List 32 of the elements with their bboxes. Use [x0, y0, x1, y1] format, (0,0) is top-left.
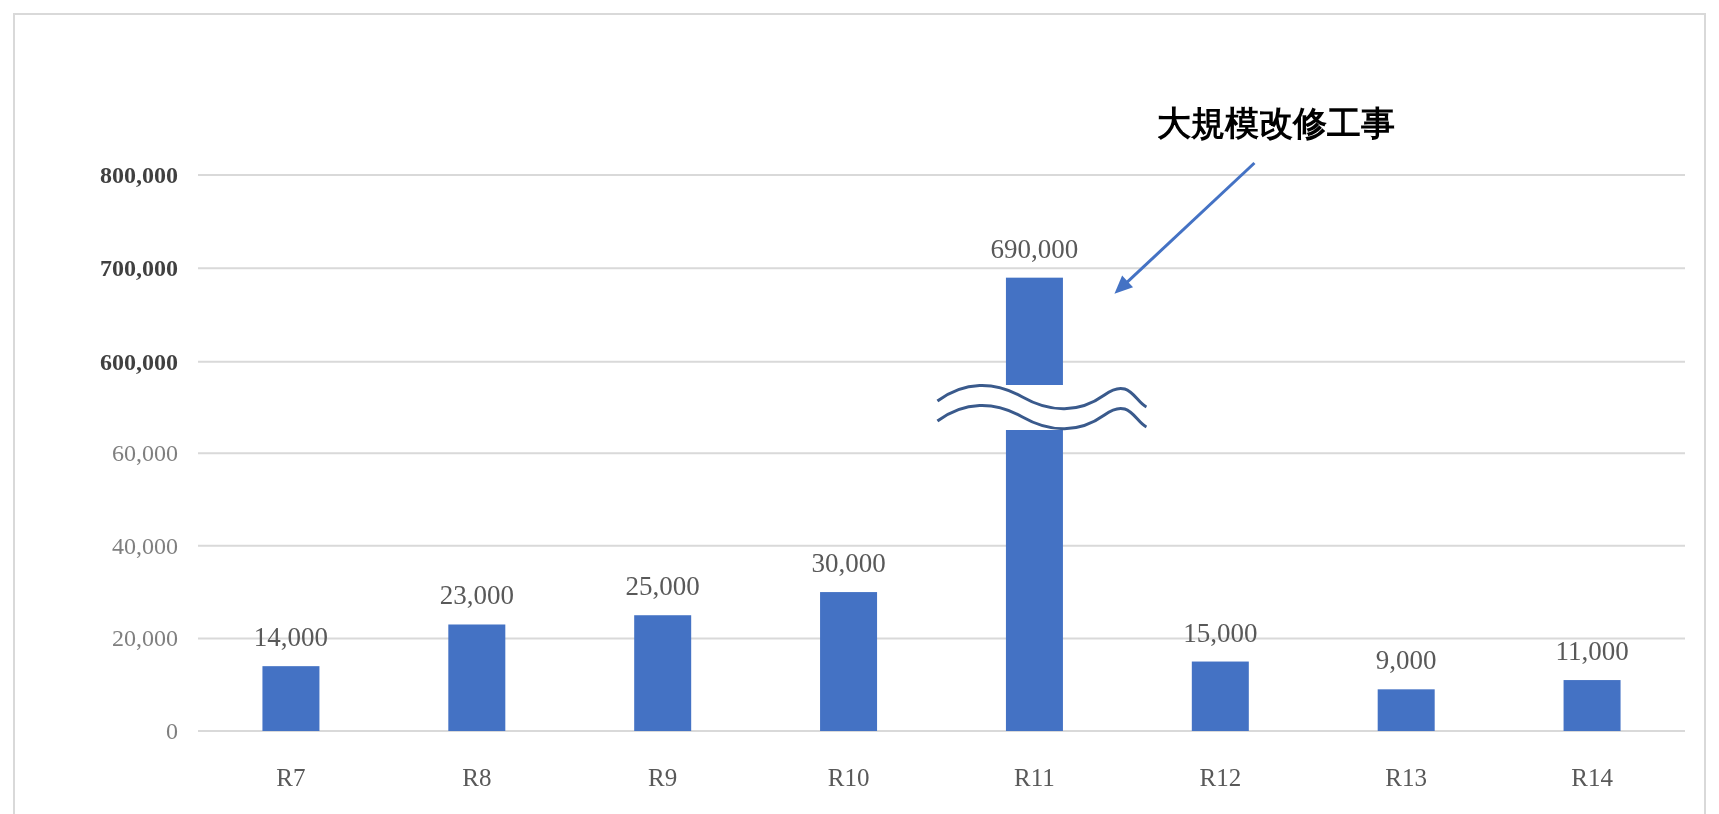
bar — [1377, 689, 1435, 731]
data-label: 14,000 — [253, 622, 329, 653]
bar — [820, 592, 878, 731]
x-tick-label: R11 — [1014, 764, 1055, 791]
x-tick-label: R12 — [1199, 764, 1242, 791]
x-tick-label: R9 — [648, 764, 678, 791]
text: 大規模改修工事 — [1157, 103, 1396, 143]
data-label: 690,000 — [990, 233, 1079, 264]
bar — [634, 615, 692, 731]
y-tick-label: 800,000 — [100, 162, 178, 188]
data-label: 23,000 — [439, 580, 514, 611]
x-tick-label: R10 — [827, 764, 870, 791]
y-tick-label: 600,000 — [100, 348, 178, 375]
bar — [1563, 680, 1621, 731]
bar — [448, 624, 506, 731]
y-tick-label: 20,000 — [112, 625, 178, 652]
x-tick-label: R14 — [1571, 764, 1614, 791]
bar — [1191, 661, 1249, 731]
data-label: 30,000 — [811, 548, 886, 579]
x-tick-label: R8 — [462, 764, 492, 791]
x-tick-label: R13 — [1385, 764, 1428, 791]
bar — [1005, 430, 1063, 731]
data-label: 25,000 — [625, 571, 700, 602]
y-tick-label: 60,000 — [112, 440, 178, 467]
y-tick-label: 0 — [166, 718, 178, 744]
bar — [262, 666, 320, 731]
y-tick-label: 700,000 — [100, 255, 178, 282]
data-label: 9,000 — [1375, 645, 1437, 676]
x-tick-label: R7 — [276, 764, 306, 791]
y-tick-label: 40,000 — [112, 532, 178, 559]
data-label: 11,000 — [1555, 636, 1629, 667]
data-label: 15,000 — [1183, 617, 1258, 648]
